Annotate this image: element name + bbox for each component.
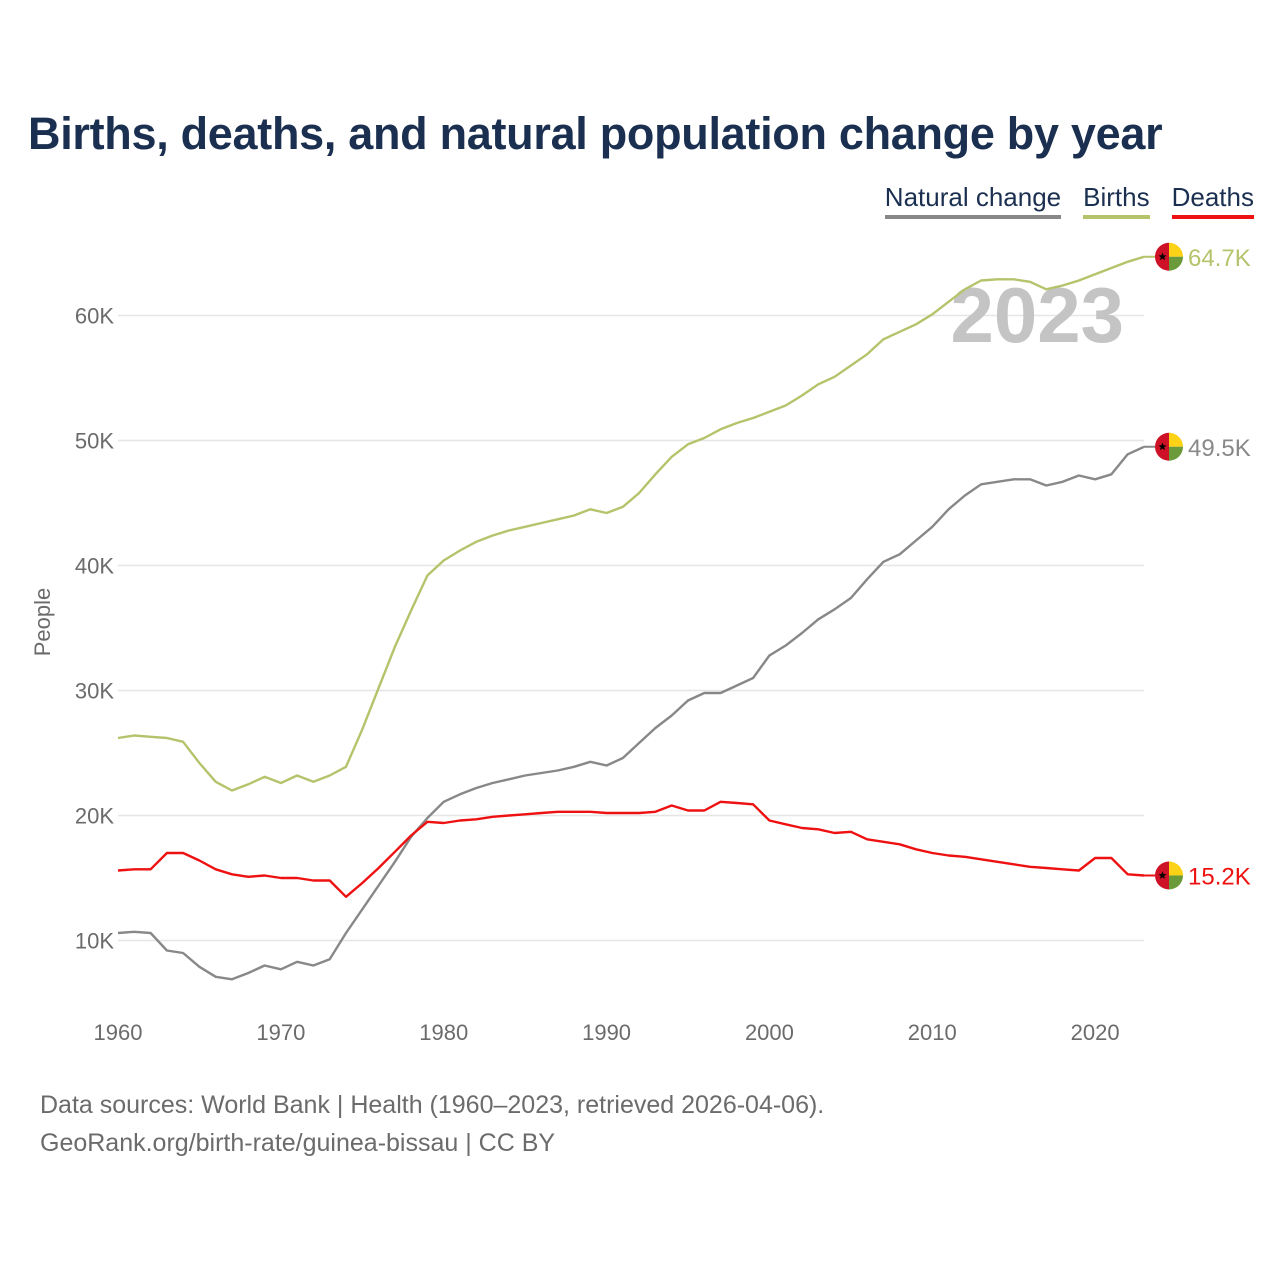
legend: Natural change Births Deaths <box>884 182 1254 219</box>
legend-item-births[interactable]: Births <box>1083 182 1150 219</box>
flag-star-icon <box>1158 871 1167 879</box>
end-markers: 49.5K 64.7K 15.2K <box>1144 242 1251 891</box>
y-tick-label: 60K <box>75 304 114 329</box>
guinea-bissau-flag-icon <box>1155 432 1183 461</box>
x-axis-ticks: 1960 1970 1980 1990 2000 2010 2020 <box>94 1020 1120 1045</box>
flag-yellow-segment <box>1169 861 1183 876</box>
x-tick-label: 1990 <box>582 1020 631 1045</box>
flag-yellow-segment <box>1169 432 1183 447</box>
x-tick-label: 1970 <box>256 1020 305 1045</box>
series-line-births[interactable] <box>117 255 1145 792</box>
y-tick-label: 20K <box>75 804 114 829</box>
guinea-bissau-flag-icon <box>1155 861 1183 890</box>
data-sources: Data sources: World Bank | Health (1960–… <box>40 1091 825 1119</box>
guinea-bissau-flag-icon <box>1155 242 1183 271</box>
y-axis-label: People <box>30 588 55 657</box>
flag-star-icon <box>1158 442 1167 451</box>
series-line-natural-change[interactable] <box>117 445 1145 981</box>
flag-green-segment <box>1169 256 1183 271</box>
x-tick-label: 2010 <box>908 1020 957 1045</box>
series-lines <box>117 255 1145 981</box>
x-tick-label: 1960 <box>94 1020 143 1045</box>
footer: Data sources: World Bank | Health (1960–… <box>40 1086 824 1162</box>
credit-link[interactable]: GeoRank.org/birth-rate/guinea-bissau | C… <box>40 1129 556 1157</box>
flag-green-segment <box>1169 446 1183 461</box>
y-tick-label: 10K <box>75 929 114 954</box>
x-tick-label: 1980 <box>419 1020 468 1045</box>
y-tick-label: 40K <box>75 554 114 579</box>
end-value-label-births: 64.7K <box>1188 245 1251 272</box>
flag-star-icon <box>1158 252 1167 261</box>
chart-title: Births, deaths, and natural population c… <box>28 108 1163 159</box>
grid-lines <box>118 314 1144 942</box>
x-tick-label: 2000 <box>745 1020 794 1045</box>
flag-green-segment <box>1169 875 1183 890</box>
x-tick-label: 2020 <box>1071 1020 1120 1045</box>
series-line-deaths[interactable] <box>117 800 1145 898</box>
end-value-label-natural-change: 49.5K <box>1188 435 1251 462</box>
flag-yellow-segment <box>1169 242 1183 257</box>
legend-item-natural-change[interactable]: Natural change <box>884 182 1062 219</box>
y-tick-label: 50K <box>75 429 114 454</box>
y-tick-label: 30K <box>75 679 114 704</box>
y-axis-ticks: 10K 20K 30K 40K 50K 60K <box>75 304 114 954</box>
end-value-label-deaths: 15.2K <box>1188 864 1251 891</box>
legend-item-deaths[interactable]: Deaths <box>1171 182 1254 219</box>
